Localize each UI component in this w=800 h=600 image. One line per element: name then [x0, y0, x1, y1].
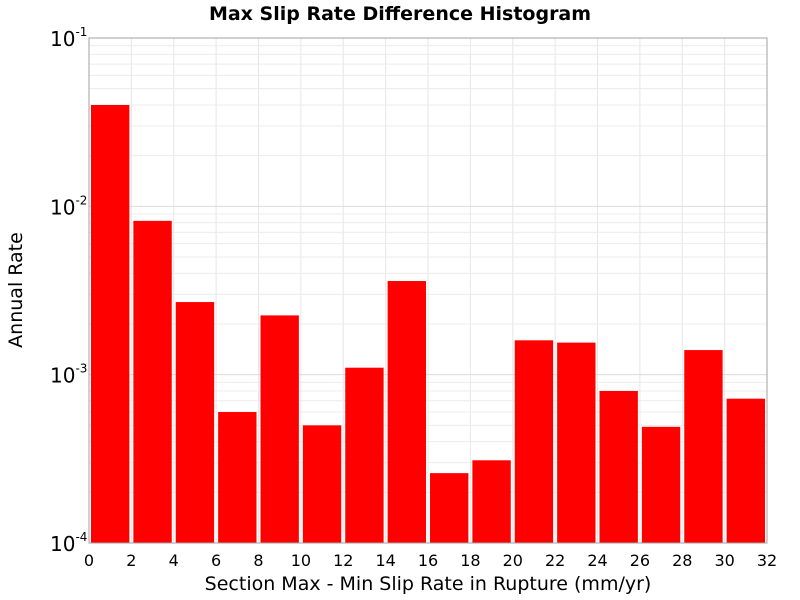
y-axis-label: Annual Rate [5, 232, 27, 348]
x-tick-labels: 0 2 4 6 8 10 12 14 16 18 20 22 24 26 28 30 32 [84, 551, 777, 570]
histogram-bar [218, 412, 257, 543]
histogram-bar [260, 315, 299, 543]
x-tick-label: 16 [418, 551, 438, 570]
y-tick-label: 10-3 [50, 362, 87, 388]
histogram-bar [387, 281, 426, 543]
x-tick-label: 12 [333, 551, 353, 570]
histogram-bar [641, 426, 681, 543]
histogram-bar [684, 350, 723, 543]
histogram-bar [91, 104, 130, 543]
x-tick-label: 26 [630, 551, 650, 570]
x-tick-label: 28 [672, 551, 692, 570]
histogram-bar [726, 398, 765, 543]
x-tick-label: 4 [169, 551, 179, 570]
chart-title: Max Slip Rate Difference Histogram [209, 3, 591, 25]
histogram-bar [472, 460, 511, 543]
x-tick-label: 20 [503, 551, 523, 570]
histogram-bar [514, 340, 554, 543]
histogram-bar [175, 302, 215, 543]
x-tick-label: 32 [757, 551, 777, 570]
histogram-bar [599, 390, 638, 543]
x-tick-label: 24 [587, 551, 607, 570]
histogram-bar [345, 367, 384, 543]
y-tick-label: 10-2 [50, 193, 87, 219]
x-tick-label: 18 [460, 551, 480, 570]
x-tick-label: 6 [211, 551, 221, 570]
x-tick-label: 22 [545, 551, 565, 570]
histogram-bar [302, 425, 342, 543]
x-tick-label: 30 [714, 551, 734, 570]
x-tick-label: 10 [291, 551, 311, 570]
histogram-bar [133, 220, 172, 543]
plot-frame [88, 37, 768, 544]
x-tick-label: 2 [126, 551, 136, 570]
y-tick-labels: 10-1 10-2 10-3 10-4 [50, 25, 87, 556]
x-tick-label: 8 [253, 551, 263, 570]
y-tick-label: 10-4 [50, 530, 87, 556]
histogram-bar [557, 342, 596, 543]
bars [91, 104, 765, 543]
x-axis-label: Section Max - Min Slip Rate in Rupture (… [205, 573, 652, 595]
x-tick-label: 0 [84, 551, 94, 570]
histogram-bar [430, 473, 469, 543]
x-tick-label: 14 [375, 551, 395, 570]
y-tick-label: 10-1 [50, 25, 87, 51]
